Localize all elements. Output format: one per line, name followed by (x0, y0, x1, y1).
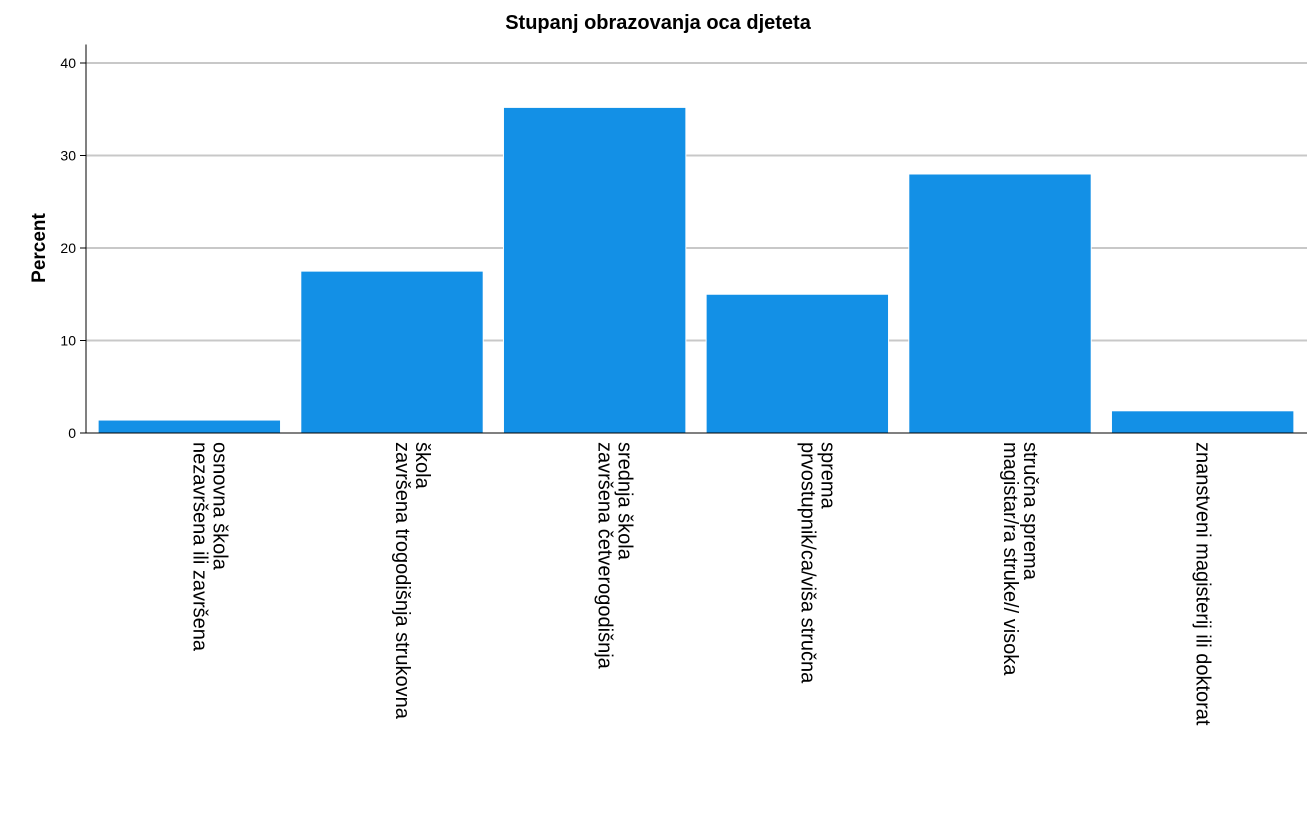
axes-layer (80, 44, 1307, 434)
bar (908, 173, 1092, 434)
y-tick-label: 30 (60, 148, 76, 164)
y-tick-label: 40 (60, 55, 76, 71)
bar (705, 293, 890, 434)
bar (1110, 410, 1295, 434)
x-category-label-line: sprema (816, 442, 838, 510)
bar (502, 106, 687, 434)
x-category-label-line: završena četverogodišnja (594, 442, 616, 670)
x-category-label-line: osnovna škola (208, 442, 230, 571)
x-category-label-line: znanstveni magisterij ili doktorat (1192, 442, 1214, 726)
bars-layer (97, 106, 1295, 434)
x-category-label-line: završena trogodišnja strukovna (391, 442, 413, 720)
y-tick-labels: 0 10 20 30 40 (60, 55, 76, 441)
x-category-label-line: srednja škola (614, 442, 636, 561)
grid-layer (86, 62, 1307, 342)
x-category-label: znanstveni magisterij ili doktorat (1192, 442, 1214, 726)
y-tick-label: 20 (60, 240, 76, 256)
bar (300, 270, 484, 434)
y-axis-label: Percent (29, 212, 50, 282)
x-category-label-line: škola (411, 442, 433, 490)
x-category-label-line: magistar/ra struke// visoka (999, 442, 1021, 676)
x-category-label-line: prvostupnik/ca/viša stručna (796, 442, 818, 684)
bar (97, 419, 282, 434)
x-category-label-line: nezavršena ili završena (188, 442, 210, 652)
y-tick-label: 10 (60, 333, 76, 349)
chart-title: Stupanj obrazovanja oca djeteta (505, 12, 812, 34)
y-tick-label: 0 (68, 425, 76, 441)
x-category-label-line: stručna sprema (1019, 442, 1041, 581)
